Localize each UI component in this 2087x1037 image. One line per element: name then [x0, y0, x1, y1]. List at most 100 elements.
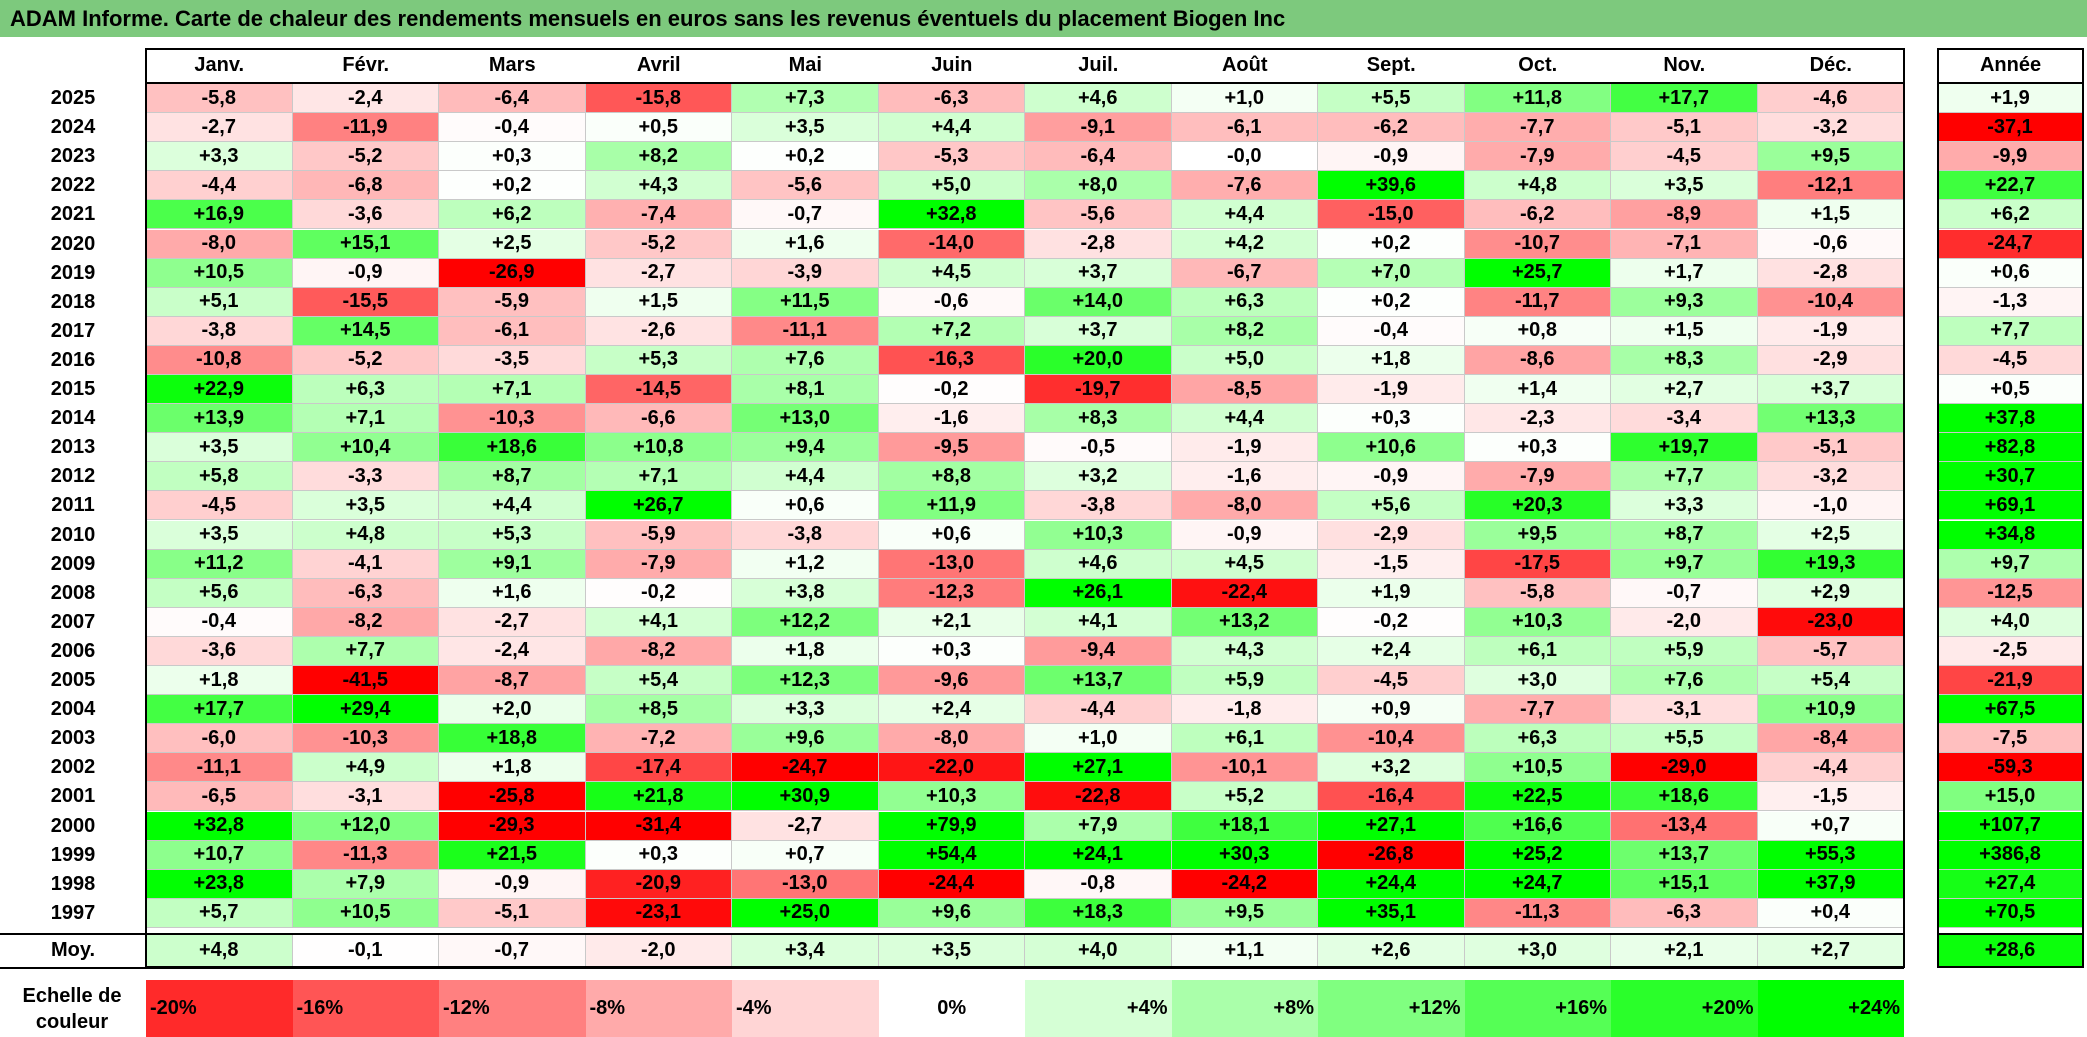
annual-cell: -12,5 [1938, 578, 2083, 608]
year-label: 2010 [50, 523, 96, 546]
year-label: 2000 [50, 814, 96, 837]
heat-cell: -10,1 [1171, 753, 1318, 783]
heat-cell: -7,9 [1464, 462, 1611, 492]
table-bottom-rule [0, 967, 1904, 969]
year-label: 2019 [50, 261, 96, 284]
annual-cell: -59,3 [1938, 753, 2083, 783]
heat-cell: +4,4 [878, 113, 1025, 143]
heat-cell: +8,1 [732, 375, 879, 405]
heat-cell: -10,3 [439, 404, 586, 434]
heat-cell: +32,8 [146, 811, 293, 841]
heat-cell: -0,7 [732, 200, 879, 230]
heat-cell: +9,5 [1464, 520, 1611, 550]
year-label: 2025 [50, 87, 96, 110]
heat-cell: -8,2 [292, 607, 439, 637]
heat-cell: -22,0 [878, 753, 1025, 783]
heat-cell: +9,3 [1611, 287, 1758, 317]
heat-cell: +3,2 [1318, 753, 1465, 783]
month-header-7: Juil. [1025, 49, 1172, 84]
heat-cell: +9,5 [1171, 898, 1318, 928]
average-cell: +3,4 [732, 934, 879, 967]
heat-cell: +7,9 [1025, 811, 1172, 841]
heat-cell: +3,5 [146, 520, 293, 550]
heat-cell: -6,2 [1464, 200, 1611, 230]
heat-cell: +16,9 [146, 200, 293, 230]
annual-cell: +7,7 [1938, 316, 2083, 346]
annual-cell: +69,1 [1938, 491, 2083, 521]
heat-cell: +10,9 [1757, 695, 1904, 725]
heat-cell: +5,3 [439, 520, 586, 550]
heat-cell: -8,2 [585, 636, 732, 666]
average-separator [1938, 933, 2083, 935]
heat-cell: -25,8 [439, 782, 586, 812]
annual-cell: +386,8 [1938, 840, 2083, 870]
average-annual-cell: +28,6 [1938, 934, 2083, 967]
heat-cell: -13,0 [878, 549, 1025, 579]
year-label: 1997 [50, 901, 96, 924]
heat-cell: +8,0 [1025, 171, 1172, 201]
heat-cell: +25,0 [732, 898, 879, 928]
heat-cell: +4,1 [1025, 607, 1172, 637]
heat-cell: +8,3 [1025, 404, 1172, 434]
heat-cell: +0,3 [1318, 404, 1465, 434]
heat-cell: -0,4 [146, 607, 293, 637]
heat-cell: -1,6 [1171, 462, 1318, 492]
heat-cell: +3,3 [1611, 491, 1758, 521]
heat-cell: -2,8 [1025, 229, 1172, 259]
heat-cell: +5,7 [146, 898, 293, 928]
heat-cell: -13,0 [732, 869, 879, 899]
heat-cell: -3,4 [1611, 404, 1758, 434]
heat-cell: +0,2 [1318, 287, 1465, 317]
heat-cell: +20,0 [1025, 345, 1172, 375]
heat-cell: +18,8 [439, 724, 586, 754]
heat-cell: +13,7 [1025, 666, 1172, 696]
heat-cell: -12,1 [1757, 171, 1904, 201]
heat-cell: +4,4 [1171, 404, 1318, 434]
heat-cell: +0,7 [732, 840, 879, 870]
color-scale-label: Echelle de couleur [22, 985, 122, 1033]
heat-cell: -6,7 [1171, 258, 1318, 288]
heat-cell: +1,5 [1757, 200, 1904, 230]
year-label: 2001 [50, 785, 96, 808]
heat-cell: +8,8 [878, 462, 1025, 492]
heat-cell: -0,6 [1757, 229, 1904, 259]
heat-cell: -29,0 [1611, 753, 1758, 783]
heat-cell: +18,6 [439, 433, 586, 463]
heat-cell: -6,2 [1318, 113, 1465, 143]
heat-cell: +4,6 [1025, 84, 1172, 114]
heat-cell: +4,4 [732, 462, 879, 492]
heat-cell: +5,6 [1318, 491, 1465, 521]
heat-cell: -20,9 [585, 869, 732, 899]
heat-cell: -7,1 [1611, 229, 1758, 259]
heat-cell: +7,6 [1611, 666, 1758, 696]
heat-cell: -3,1 [1611, 695, 1758, 725]
scale-step: -16% [292, 980, 439, 1037]
heat-cell: +37,9 [1757, 869, 1904, 899]
heat-cell: +25,2 [1464, 840, 1611, 870]
heat-cell: -3,3 [292, 462, 439, 492]
heat-cell: -26,9 [439, 258, 586, 288]
heat-cell: +13,9 [146, 404, 293, 434]
heat-cell: -9,4 [1025, 636, 1172, 666]
heat-cell: +9,7 [1611, 549, 1758, 579]
heat-cell: -0,4 [1318, 316, 1465, 346]
heat-cell: -5,3 [878, 142, 1025, 172]
year-label: 2007 [50, 610, 96, 633]
heat-cell: -7,7 [1464, 113, 1611, 143]
heat-cell: +18,1 [1171, 811, 1318, 841]
heat-cell: +0,7 [1757, 811, 1904, 841]
heat-cell: +3,5 [1611, 171, 1758, 201]
heat-cell: -7,9 [1464, 142, 1611, 172]
heat-cell: +3,7 [1025, 316, 1172, 346]
annual-cell: +67,5 [1938, 695, 2083, 725]
heat-cell: -2,4 [292, 84, 439, 114]
year-label: 2004 [50, 698, 96, 721]
heat-cell: -6,3 [1611, 898, 1758, 928]
heat-cell: -15,0 [1318, 200, 1465, 230]
year-label: 2011 [51, 494, 95, 517]
heat-cell: +1,8 [146, 666, 293, 696]
heat-cell: +26,1 [1025, 578, 1172, 608]
average-cell: +2,1 [1611, 934, 1758, 967]
heat-cell: +7,6 [732, 345, 879, 375]
scale-step: 0% [878, 980, 1025, 1037]
